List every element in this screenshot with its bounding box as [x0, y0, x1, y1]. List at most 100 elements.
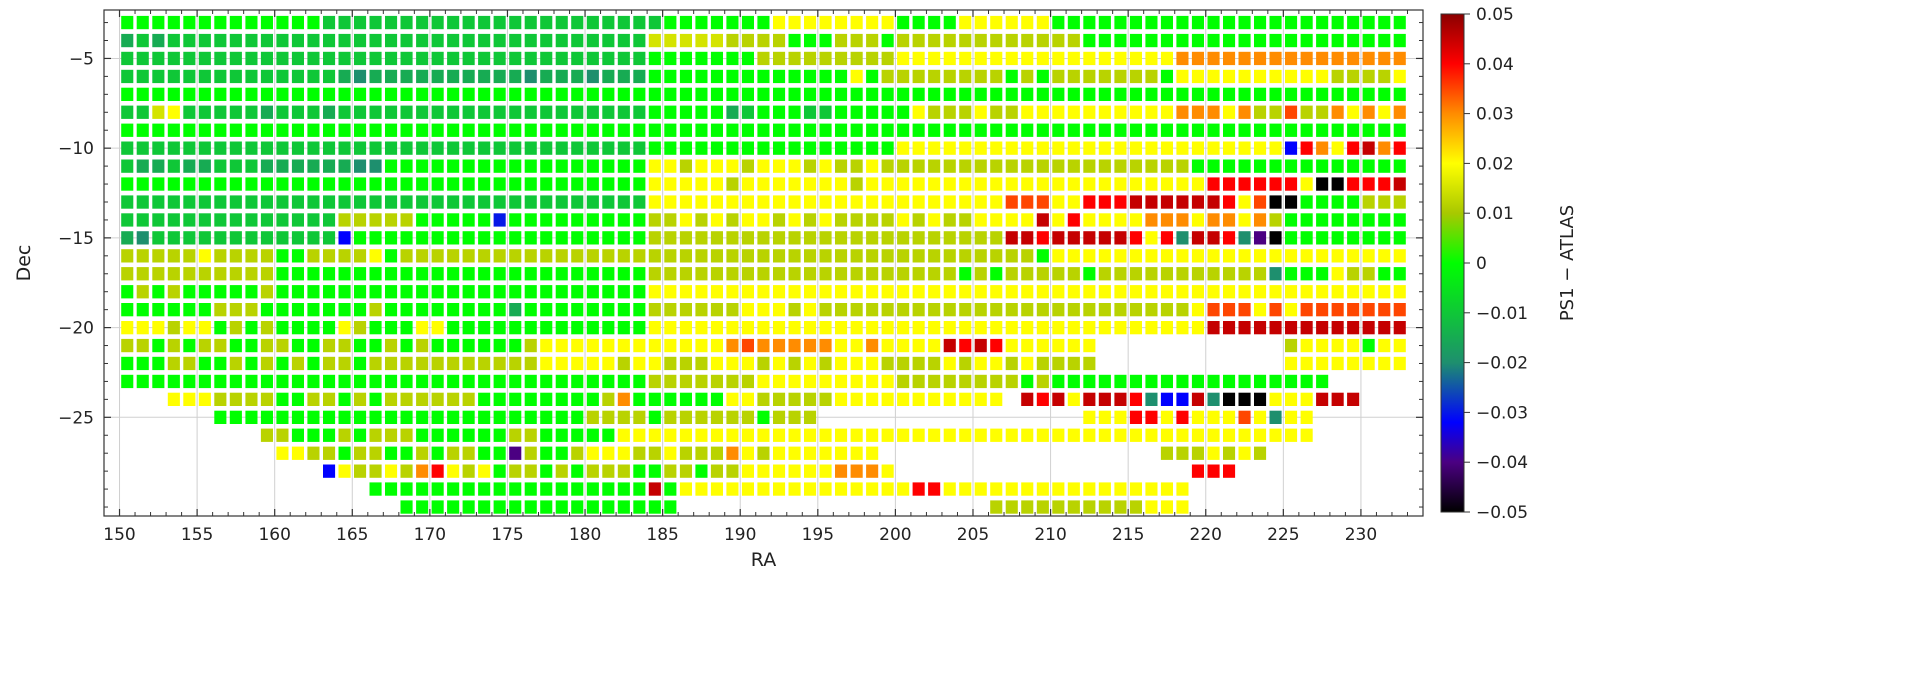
heatmap-cell	[1378, 51, 1391, 66]
heatmap-cell	[1160, 482, 1173, 496]
heatmap-cell	[912, 285, 925, 299]
heatmap-cell	[152, 69, 165, 84]
heatmap-cell	[1362, 285, 1375, 299]
heatmap-cell	[773, 51, 786, 66]
heatmap-cell	[1114, 51, 1127, 66]
heatmap-cell	[586, 464, 599, 478]
heatmap-cell	[416, 267, 429, 281]
heatmap-cell	[1145, 267, 1158, 281]
heatmap-cell	[695, 231, 708, 245]
heatmap-cell	[1347, 123, 1360, 137]
heatmap-cell	[881, 141, 894, 155]
heatmap-cell	[881, 231, 894, 245]
heatmap-cell	[1223, 303, 1236, 317]
heatmap-cell	[307, 338, 320, 353]
heatmap-cell	[1083, 141, 1096, 155]
heatmap-cell	[1067, 195, 1080, 209]
heatmap-cell	[648, 267, 661, 281]
heatmap-cell	[198, 338, 211, 353]
heatmap-cell	[555, 51, 568, 66]
heatmap-cell	[276, 321, 289, 335]
heatmap-cell	[1254, 123, 1267, 137]
heatmap-cell	[835, 123, 848, 137]
heatmap-cell	[229, 356, 242, 371]
heatmap-cell	[1036, 267, 1049, 281]
heatmap-cell	[633, 338, 646, 353]
heatmap-cell	[571, 105, 584, 119]
heatmap-cell	[1145, 249, 1158, 263]
heatmap-cell	[338, 159, 351, 173]
heatmap-cell	[416, 321, 429, 335]
heatmap-cell	[835, 33, 848, 48]
heatmap-cell	[1191, 105, 1204, 119]
heatmap-cell	[478, 321, 491, 335]
heatmap-cell	[1285, 338, 1298, 353]
heatmap-cell	[431, 69, 444, 84]
heatmap-cell	[1300, 285, 1313, 299]
heatmap-cell	[1223, 231, 1236, 245]
heatmap-cell	[1207, 195, 1220, 209]
heatmap-cell	[462, 141, 475, 155]
heatmap-cell	[540, 231, 553, 245]
heatmap-cell	[183, 249, 196, 263]
heatmap-cell	[1300, 159, 1313, 173]
heatmap-cell	[1145, 141, 1158, 155]
heatmap-cell	[307, 267, 320, 281]
heatmap-cell	[1393, 87, 1406, 101]
heatmap-cell	[509, 87, 522, 101]
heatmap-cell	[493, 464, 506, 478]
heatmap-cell	[245, 51, 258, 66]
heatmap-cell	[602, 482, 615, 496]
heatmap-cell	[183, 33, 196, 48]
heatmap-cell	[571, 231, 584, 245]
heatmap-cell	[788, 392, 801, 406]
heatmap-cell	[1300, 303, 1313, 317]
heatmap-cell	[540, 51, 553, 66]
heatmap-cell	[881, 374, 894, 389]
heatmap-cell	[1005, 69, 1018, 84]
heatmap-cell	[183, 356, 196, 371]
heatmap-cell	[897, 141, 910, 155]
heatmap-cell	[1285, 159, 1298, 173]
heatmap-cell	[1238, 428, 1251, 442]
heatmap-cell	[198, 87, 211, 101]
heatmap-cell	[1036, 321, 1049, 335]
heatmap-cell	[1378, 123, 1391, 137]
heatmap-cell	[385, 87, 398, 101]
heatmap-cell	[1145, 374, 1158, 389]
heatmap-cell	[1036, 482, 1049, 496]
heatmap-cell	[354, 428, 367, 442]
heatmap-cell	[617, 303, 630, 317]
colorbar-tick-label: −0.05	[1476, 503, 1528, 523]
heatmap-cell	[990, 303, 1003, 317]
colorbar-label: PS1 − ATLAS	[1557, 205, 1578, 321]
heatmap-cell	[307, 159, 320, 173]
heatmap-cell	[1067, 338, 1080, 353]
heatmap-cell	[602, 69, 615, 84]
heatmap-cell	[354, 338, 367, 353]
heatmap-cell	[462, 392, 475, 406]
heatmap-cell	[245, 141, 258, 155]
heatmap-cell	[586, 159, 599, 173]
heatmap-cell	[959, 69, 972, 84]
heatmap-cell	[1362, 87, 1375, 101]
heatmap-cell	[602, 464, 615, 478]
heatmap-cell	[1254, 285, 1267, 299]
heatmap-cell	[741, 141, 754, 155]
heatmap-cell	[990, 392, 1003, 406]
heatmap-cell	[540, 267, 553, 281]
heatmap-cell	[462, 249, 475, 263]
heatmap-cell	[354, 303, 367, 317]
heatmap-cell	[462, 321, 475, 335]
heatmap-cell	[633, 159, 646, 173]
heatmap-cell	[555, 392, 568, 406]
heatmap-cell	[866, 105, 879, 119]
heatmap-cell	[974, 105, 987, 119]
heatmap-cell	[1160, 33, 1173, 48]
heatmap-cell	[1191, 285, 1204, 299]
heatmap-cell	[1254, 177, 1267, 191]
heatmap-cell	[850, 15, 863, 30]
heatmap-cell	[835, 338, 848, 353]
heatmap-cell	[385, 392, 398, 406]
heatmap-cell	[757, 303, 770, 317]
